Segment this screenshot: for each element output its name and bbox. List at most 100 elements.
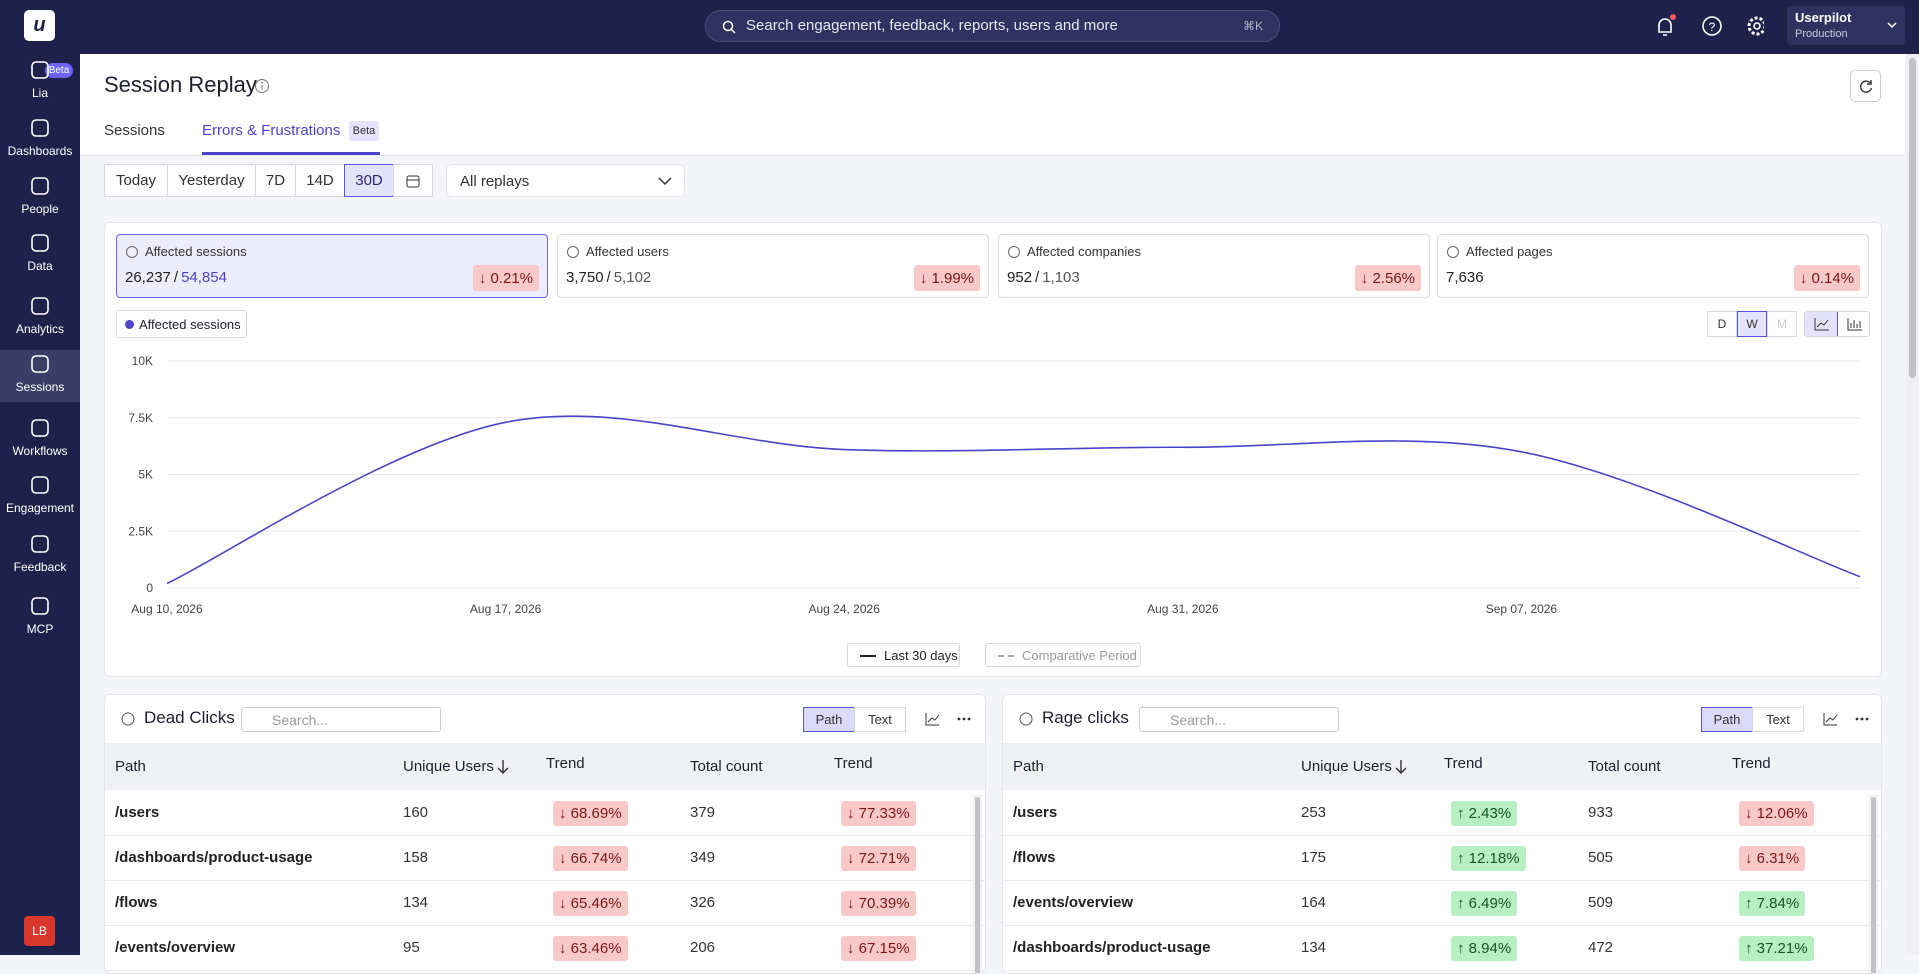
avatar[interactable]: LB <box>24 916 55 946</box>
range-button[interactable]: 7D <box>255 164 296 197</box>
column-header[interactable]: Path <box>115 758 146 775</box>
search-box[interactable]: Search engagement, feedback, reports, us… <box>705 10 1280 42</box>
column-header[interactable]: Trend <box>1732 755 1771 772</box>
account-switcher[interactable]: Userpilot Production <box>1787 6 1905 45</box>
granularity-button[interactable]: M <box>1767 311 1797 337</box>
view-toggle[interactable]: Text <box>1752 707 1804 732</box>
table-row[interactable]: /users 160 ↓ 68.69% 379 ↓ 77.33% <box>105 791 985 836</box>
nav-item[interactable]: Data <box>27 259 53 273</box>
table-actions[interactable] <box>925 711 971 727</box>
nav-item[interactable]: MCP <box>26 622 54 636</box>
column-header[interactable]: Path <box>1013 758 1044 775</box>
view-toggle[interactable]: Text <box>854 707 906 732</box>
table-row[interactable]: /events/overview 95 ↓ 63.46% 206 ↓ 67.15% <box>105 926 985 971</box>
bar-toggle[interactable] <box>1838 312 1869 336</box>
table-row[interactable]: /flows 175 ↑ 12.18% 505 ↓ 6.31% <box>1003 836 1881 881</box>
range-button[interactable]: Today <box>104 164 168 197</box>
search-icon <box>722 20 736 34</box>
metric-card[interactable]: Affected users 3,750/5,102 ↓ 1.99% <box>557 234 989 298</box>
nav-item[interactable]: Dashboards <box>7 144 73 158</box>
number-cell: 134 <box>1301 939 1327 956</box>
icon-shape <box>1019 712 1033 726</box>
table-search[interactable]: Search... <box>241 707 441 732</box>
series-legend[interactable]: Affected sessions <box>116 310 247 338</box>
metric-label: Affected sessions <box>145 244 247 259</box>
path-cell: /users <box>1013 804 1058 821</box>
topbar: Search engagement, feedback, reports, us… <box>80 0 1919 54</box>
nav-item[interactable]: Analytics <box>15 322 65 336</box>
y-tick-label: 5K <box>138 468 153 482</box>
column-header[interactable]: Total count <box>1588 758 1661 775</box>
metric-label: Affected companies <box>1027 244 1141 259</box>
table-search[interactable]: Search... <box>1139 707 1339 732</box>
nav-item[interactable]: Sessions <box>15 380 65 394</box>
nav-item[interactable]: Engagement <box>5 501 75 515</box>
number-cell: 175 <box>1301 849 1327 866</box>
table-row[interactable]: /events/overview 164 ↑ 6.49% 509 ↑ 7.84% <box>1003 881 1881 926</box>
metric-icon <box>1447 246 1459 258</box>
metric-card[interactable]: Affected pages 7,636 ↓ 0.14% <box>1437 234 1869 298</box>
number-cell: 349 <box>690 849 716 866</box>
table-row[interactable]: /users 253 ↑ 2.43% 933 ↓ 12.06% <box>1003 791 1881 836</box>
metric-value: 26,237/54,854 <box>125 269 227 286</box>
topbar-icons[interactable]: ? <box>1654 14 1764 40</box>
trend-badge: ↑ 6.49% <box>1451 891 1518 916</box>
range-button[interactable]: 14D <box>295 164 345 197</box>
nav-icon <box>31 355 49 373</box>
metric-value: 3,750/5,102 <box>566 269 651 286</box>
number-cell: 160 <box>403 804 429 821</box>
column-header[interactable]: Total count <box>690 758 763 775</box>
table-row[interactable]: /dashboards/product-usage 134 ↑ 8.94% 472 ↑ … <box>1003 926 1881 971</box>
column-header[interactable]: Unique Users <box>403 758 494 775</box>
calendar-button[interactable] <box>393 164 433 197</box>
metric-value: 7,636 <box>1446 269 1484 286</box>
metric-card[interactable]: Affected sessions 26,237/54,854 ↓ 0.21% <box>116 234 548 298</box>
x-tick-label: Aug 10, 2026 <box>131 602 203 616</box>
table-actions[interactable] <box>1823 711 1869 727</box>
trend-badge: ↓ 70.39% <box>841 891 916 916</box>
table-title: Rage clicks <box>1042 708 1129 727</box>
tab[interactable]: Sessions <box>104 122 165 139</box>
chart-type-toggle[interactable] <box>1804 311 1870 337</box>
refresh-icon <box>1859 80 1872 93</box>
y-tick-label: 2.5K <box>128 524 153 538</box>
table-row[interactable]: /dashboards/product-usage 158 ↓ 66.74% 349 ↓… <box>105 836 985 881</box>
action-icons <box>925 713 971 726</box>
metric-card[interactable]: Affected companies 952/1,103 ↓ 2.56% <box>998 234 1430 298</box>
nav-item[interactable]: People <box>21 202 59 216</box>
line-toggle[interactable] <box>1805 312 1838 336</box>
separator: / <box>173 269 179 286</box>
table-row[interactable]: /flows 134 ↓ 65.46% 326 ↓ 70.39% <box>105 881 985 926</box>
column-header[interactable]: Trend <box>834 755 873 772</box>
nav-item[interactable]: Workflows <box>12 444 68 458</box>
period-legend[interactable]: Last 30 days <box>847 643 960 667</box>
logo[interactable]: u <box>24 10 55 41</box>
range-button[interactable]: 30D <box>344 164 394 197</box>
nav-item[interactable]: Lia <box>31 86 48 100</box>
granularity-button[interactable]: D <box>1707 311 1737 337</box>
nav-item[interactable]: Feedback <box>13 560 67 574</box>
chevron <box>1887 22 1897 29</box>
bar-icon <box>1847 318 1862 331</box>
granularity-button[interactable]: W <box>1737 311 1767 337</box>
action-icons <box>1823 713 1869 726</box>
column-header[interactable]: Unique Users <box>1301 758 1392 775</box>
column-header[interactable]: Trend <box>546 755 585 772</box>
trend-badge: ↓ 2.56% <box>1354 265 1421 291</box>
period-label: Comparative Period <box>1022 648 1137 663</box>
calendar-icon <box>406 175 420 187</box>
scroll-thumb <box>1909 58 1916 378</box>
view-toggle[interactable]: Path <box>1701 707 1753 732</box>
range-button[interactable]: Yesterday <box>167 164 256 197</box>
column-header[interactable]: Trend <box>1444 755 1483 772</box>
view-toggle[interactable]: Path <box>803 707 855 732</box>
replay-dropdown[interactable]: All replays <box>446 164 685 197</box>
metric-label: Affected users <box>586 244 669 259</box>
tab-active[interactable]: Errors & Frustrations <box>202 122 341 139</box>
path-cell: /dashboards/product-usage <box>1013 939 1211 956</box>
refresh-button[interactable] <box>1850 70 1881 102</box>
number-cell: 253 <box>1301 804 1327 821</box>
icon-shape <box>31 476 49 494</box>
period-legend[interactable]: Comparative Period <box>985 643 1141 667</box>
